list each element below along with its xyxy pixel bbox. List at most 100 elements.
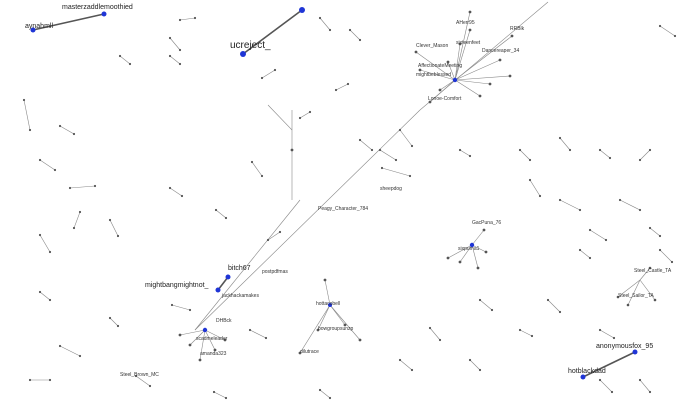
graph-node-small[interactable] <box>358 138 362 142</box>
graph-node-small[interactable] <box>316 328 320 332</box>
graph-node-small[interactable] <box>178 18 182 22</box>
graph-node-small[interactable] <box>108 218 112 222</box>
graph-node-small[interactable] <box>72 132 76 136</box>
graph-node-small[interactable] <box>214 208 218 212</box>
node-label-mightbeblessed[interactable]: mightbeblessed <box>416 72 451 78</box>
graph-node-small[interactable] <box>224 216 228 220</box>
graph-node-small[interactable] <box>78 210 82 214</box>
graph-node-small[interactable] <box>224 396 228 400</box>
node-label-hotblackdad[interactable]: hotblackdad <box>568 368 606 375</box>
graph-node-small[interactable] <box>446 60 450 64</box>
node-label-dilutrace[interactable]: dilutrace <box>300 349 319 355</box>
graph-node-small[interactable] <box>298 351 302 355</box>
graph-node-small[interactable] <box>58 344 62 348</box>
graph-node-small[interactable] <box>588 256 592 260</box>
graph-node-small[interactable] <box>616 295 620 299</box>
graph-node-small[interactable] <box>198 358 202 362</box>
graph-node-small[interactable] <box>118 54 122 58</box>
graph-node-small[interactable] <box>476 266 480 270</box>
graph-node-small[interactable] <box>28 378 32 382</box>
graph-node-small[interactable] <box>278 230 282 234</box>
graph-node-small[interactable] <box>618 198 622 202</box>
graph-node-small[interactable] <box>484 250 488 254</box>
graph-node-small[interactable] <box>328 28 332 32</box>
node-label-steel-castle[interactable]: Steel_Castle_TA <box>634 268 672 274</box>
node-label-clever-mason[interactable]: Clever_Mason <box>416 43 448 49</box>
node-label-aherr95[interactable]: AHerr95 <box>456 20 475 26</box>
graph-node-small[interactable] <box>380 166 384 170</box>
graph-node-small[interactable] <box>530 334 534 338</box>
node-label-steel-brown[interactable]: Steel_Brown_MC <box>120 372 159 378</box>
node-label-dhbck[interactable]: DHBck <box>216 318 232 324</box>
graph-node-small[interactable] <box>38 290 42 294</box>
node-ucreject[interactable] <box>240 51 246 57</box>
graph-node-small[interactable] <box>648 226 652 230</box>
graph-node-small[interactable] <box>168 186 172 190</box>
graph-node-small[interactable] <box>212 390 216 394</box>
graph-node-small[interactable] <box>178 333 182 337</box>
graph-node-small[interactable] <box>648 148 652 152</box>
graph-node-small[interactable] <box>170 303 174 307</box>
graph-node-small[interactable] <box>578 208 582 212</box>
node-hotblackdad[interactable] <box>580 374 586 380</box>
graph-node-small[interactable] <box>468 28 472 32</box>
graph-node-small[interactable] <box>578 248 582 252</box>
graph-node-small[interactable] <box>188 308 192 312</box>
node-label-gacpuna[interactable]: GacPuna_76 <box>472 220 501 226</box>
node-label-hottacobell[interactable]: hottacobell <box>316 301 340 307</box>
graph-node-small[interactable] <box>648 266 652 270</box>
graph-node-small[interactable] <box>168 36 172 40</box>
graph-node-small[interactable] <box>134 374 138 378</box>
graph-node-small[interactable] <box>418 68 422 72</box>
graph-node-small[interactable] <box>438 88 442 92</box>
graph-node-small[interactable] <box>508 74 512 78</box>
graph-node-small[interactable] <box>528 178 532 182</box>
graph-node-small[interactable] <box>148 384 152 388</box>
graph-node-small[interactable] <box>48 378 52 382</box>
graph-node-small[interactable] <box>558 136 562 140</box>
graph-node-small[interactable] <box>546 298 550 302</box>
graph-node-small[interactable] <box>178 48 182 52</box>
graph-node-small[interactable] <box>370 148 374 152</box>
graph-node-small[interactable] <box>116 234 120 238</box>
node-label-bowgroupsunzp[interactable]: bowgroupsunzp <box>318 326 354 332</box>
node-label-affectionatemeeting[interactable]: AffectionateMeeting <box>418 63 462 69</box>
graph-node-small[interactable] <box>328 396 332 400</box>
graph-node-small[interactable] <box>658 248 662 252</box>
node-label-scadmeleader[interactable]: scadmeleader <box>196 336 228 342</box>
graph-node-small[interactable] <box>414 50 418 54</box>
node-label-anonymousfox[interactable]: anonymousfox_95 <box>596 343 653 350</box>
node-label-amanda323[interactable]: amanda323 <box>200 351 227 357</box>
graph-node-small[interactable] <box>378 148 382 152</box>
graph-node-small[interactable] <box>458 260 462 264</box>
graph-node-small[interactable] <box>558 198 562 202</box>
graph-node-small[interactable] <box>248 328 252 332</box>
graph-node-small[interactable] <box>490 308 494 312</box>
graph-node-small[interactable] <box>28 128 32 132</box>
graph-node-small[interactable] <box>518 328 522 332</box>
node-masterzaddle[interactable] <box>101 11 107 17</box>
graph-node-small[interactable] <box>68 186 72 190</box>
graph-node-small[interactable] <box>116 324 120 328</box>
graph-node-small[interactable] <box>250 160 254 164</box>
graph-node-small[interactable] <box>518 148 522 152</box>
node-label-rrblk[interactable]: RRBlk <box>510 26 525 32</box>
graph-node-small[interactable] <box>510 34 514 38</box>
node-anonymousfox[interactable] <box>632 349 638 355</box>
node-label-sixpuma1[interactable]: sixpuma1 <box>458 246 480 252</box>
graph-node-small[interactable] <box>346 82 350 86</box>
graph-node-small[interactable] <box>213 348 217 352</box>
graph-node-small[interactable] <box>458 42 462 46</box>
graph-node-small[interactable] <box>38 233 42 237</box>
node-label-dancereaper[interactable]: Dancereaper_34 <box>482 48 519 54</box>
node-aynahmll[interactable] <box>30 27 36 33</box>
graph-node-small[interactable] <box>468 154 472 158</box>
graph-node-small[interactable] <box>358 38 362 42</box>
node-label-ucreject[interactable]: ucreject_ <box>230 40 271 51</box>
node-hub[interactable] <box>452 77 458 83</box>
graph-node-small[interactable] <box>264 336 268 340</box>
graph-node-small[interactable] <box>428 326 432 330</box>
node-label-aynahmll[interactable]: aynahmll <box>25 23 53 30</box>
graph-node-small[interactable] <box>558 310 562 314</box>
graph-node-small[interactable] <box>318 16 322 20</box>
